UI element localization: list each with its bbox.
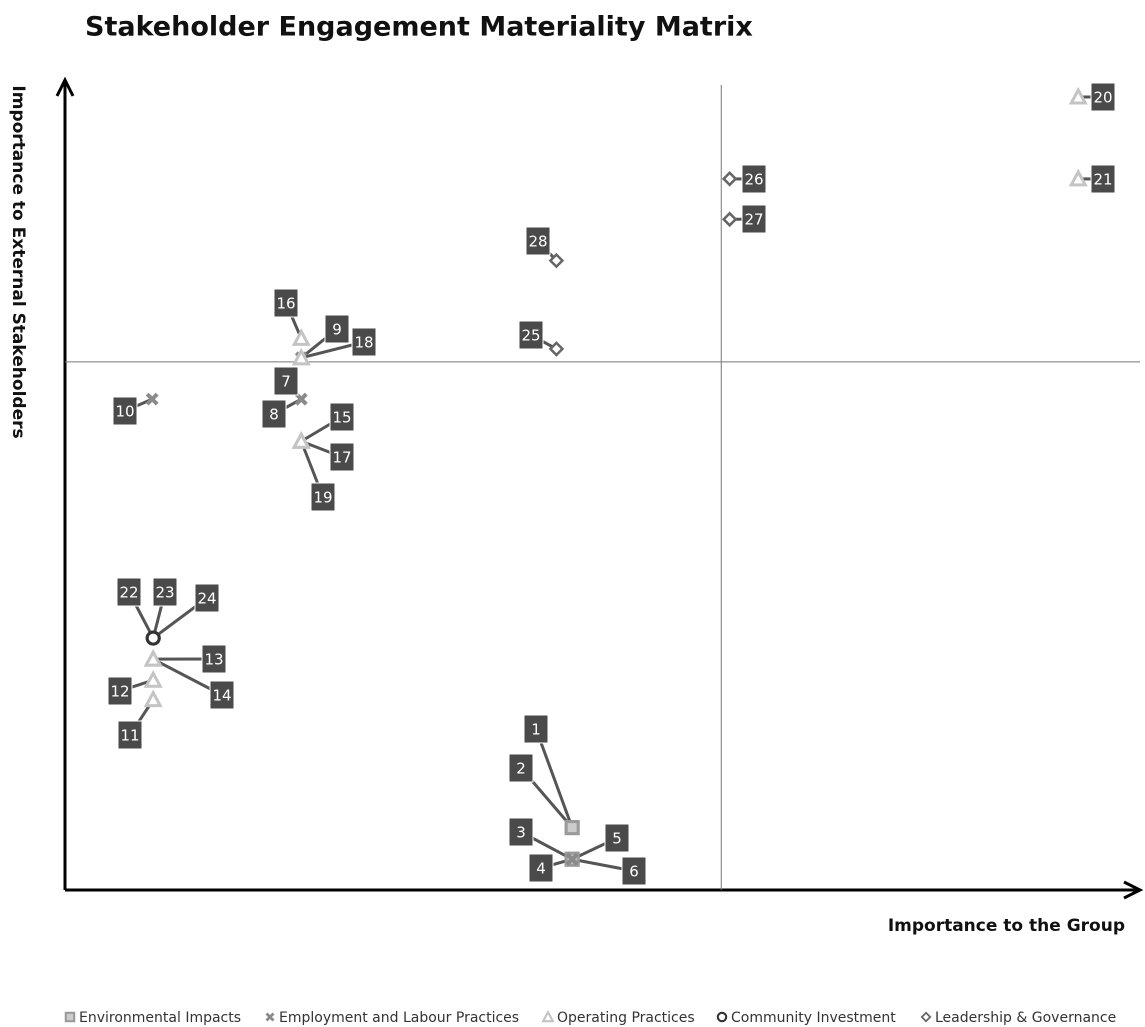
- legend-label: Community Investment: [731, 1010, 896, 1026]
- label-box: [261, 399, 287, 429]
- point: [548, 252, 565, 269]
- point: [548, 341, 565, 357]
- point-label: 15: [332, 409, 351, 427]
- legend-marker: [920, 1011, 932, 1023]
- point-label: 26: [744, 171, 763, 189]
- x-axis-arrow: [1123, 880, 1144, 900]
- point-label: 23: [155, 584, 174, 602]
- point: [291, 347, 311, 366]
- point: [143, 689, 163, 708]
- point-label: 7: [281, 373, 291, 391]
- legend-marker: [716, 1011, 728, 1023]
- x-axis-title: Importance to the Group: [888, 916, 1125, 936]
- point: [721, 171, 738, 187]
- points: [143, 86, 1088, 867]
- point-label: 25: [521, 327, 540, 345]
- point: [721, 211, 738, 228]
- point-label: 14: [212, 687, 231, 705]
- label-box: [329, 402, 355, 432]
- label-box: [525, 226, 551, 256]
- label-box: [107, 676, 133, 706]
- label-box: [194, 583, 220, 613]
- label-box: [518, 320, 544, 350]
- point-label: 8: [269, 406, 279, 424]
- legend: Environmental Impacts Employment and Labo…: [64, 1009, 1116, 1026]
- point: [564, 820, 580, 836]
- point-label: 9: [332, 321, 342, 339]
- legend-marker: [64, 1011, 76, 1023]
- point-label: 13: [204, 651, 223, 669]
- point: [1068, 168, 1088, 187]
- point-label: 3: [516, 824, 526, 842]
- label-box: [1090, 82, 1116, 112]
- label-box: [273, 288, 299, 318]
- legend-label: Employment and Labour Practices: [279, 1010, 519, 1026]
- point-label: 10: [115, 403, 134, 421]
- label-box: [116, 577, 142, 607]
- label-box: [324, 314, 350, 344]
- leader-line: [534, 728, 574, 829]
- label-box: [329, 442, 355, 472]
- label-box: [508, 753, 534, 783]
- label-box: [604, 823, 630, 853]
- point: [291, 328, 311, 346]
- point-label: 18: [354, 334, 373, 352]
- label-box: [209, 680, 235, 710]
- point-label: 19: [313, 489, 332, 507]
- chart-title: Stakeholder Engagement Materiality Matri…: [85, 12, 753, 43]
- label-box: [741, 164, 767, 194]
- point: [145, 630, 161, 646]
- legend-label: Leadership & Governance: [935, 1010, 1116, 1026]
- label-box: [741, 204, 767, 234]
- legend-label: Environmental Impacts: [79, 1010, 241, 1026]
- label-box: [152, 577, 178, 607]
- point-label: 20: [1093, 89, 1112, 107]
- legend-marker: [541, 1009, 555, 1023]
- point-label: 4: [536, 860, 546, 878]
- label-box: [1090, 164, 1116, 194]
- point-label: 11: [120, 727, 139, 745]
- point: [291, 431, 311, 449]
- label-box: [508, 817, 534, 847]
- label-box: [112, 396, 138, 426]
- point: [1068, 86, 1088, 105]
- point-label: 12: [110, 683, 129, 701]
- point-label: 17: [332, 449, 351, 467]
- label-box: [528, 853, 554, 883]
- y-axis-title: Importance to External Stakeholders: [8, 85, 28, 438]
- legend-marker: [265, 1012, 275, 1022]
- label-box: [273, 366, 299, 396]
- leader-lines: [119, 95, 1104, 873]
- point: [294, 392, 308, 406]
- point-label: 21: [1093, 171, 1112, 189]
- point: [143, 648, 163, 667]
- point-label: 24: [197, 590, 216, 608]
- label-box: [117, 720, 143, 750]
- point-label: 28: [528, 233, 547, 251]
- point-label: 22: [119, 584, 138, 602]
- label-box: [351, 327, 377, 357]
- point-label: 5: [612, 830, 622, 848]
- point-label: 27: [744, 211, 763, 229]
- point: [143, 670, 163, 688]
- point-label: 6: [629, 863, 639, 881]
- y-axis-arrow: [55, 76, 75, 97]
- legend-label: Operating Practices: [557, 1010, 695, 1026]
- point: [565, 852, 579, 866]
- label-box: [201, 644, 227, 674]
- point-label: 2: [516, 760, 526, 778]
- label-box: [523, 714, 549, 744]
- label-box: [310, 482, 336, 512]
- label-box: [621, 856, 647, 886]
- point-label: 1: [531, 721, 541, 739]
- point-label: 16: [276, 295, 295, 313]
- point: [145, 392, 159, 406]
- axes: [55, 76, 1144, 900]
